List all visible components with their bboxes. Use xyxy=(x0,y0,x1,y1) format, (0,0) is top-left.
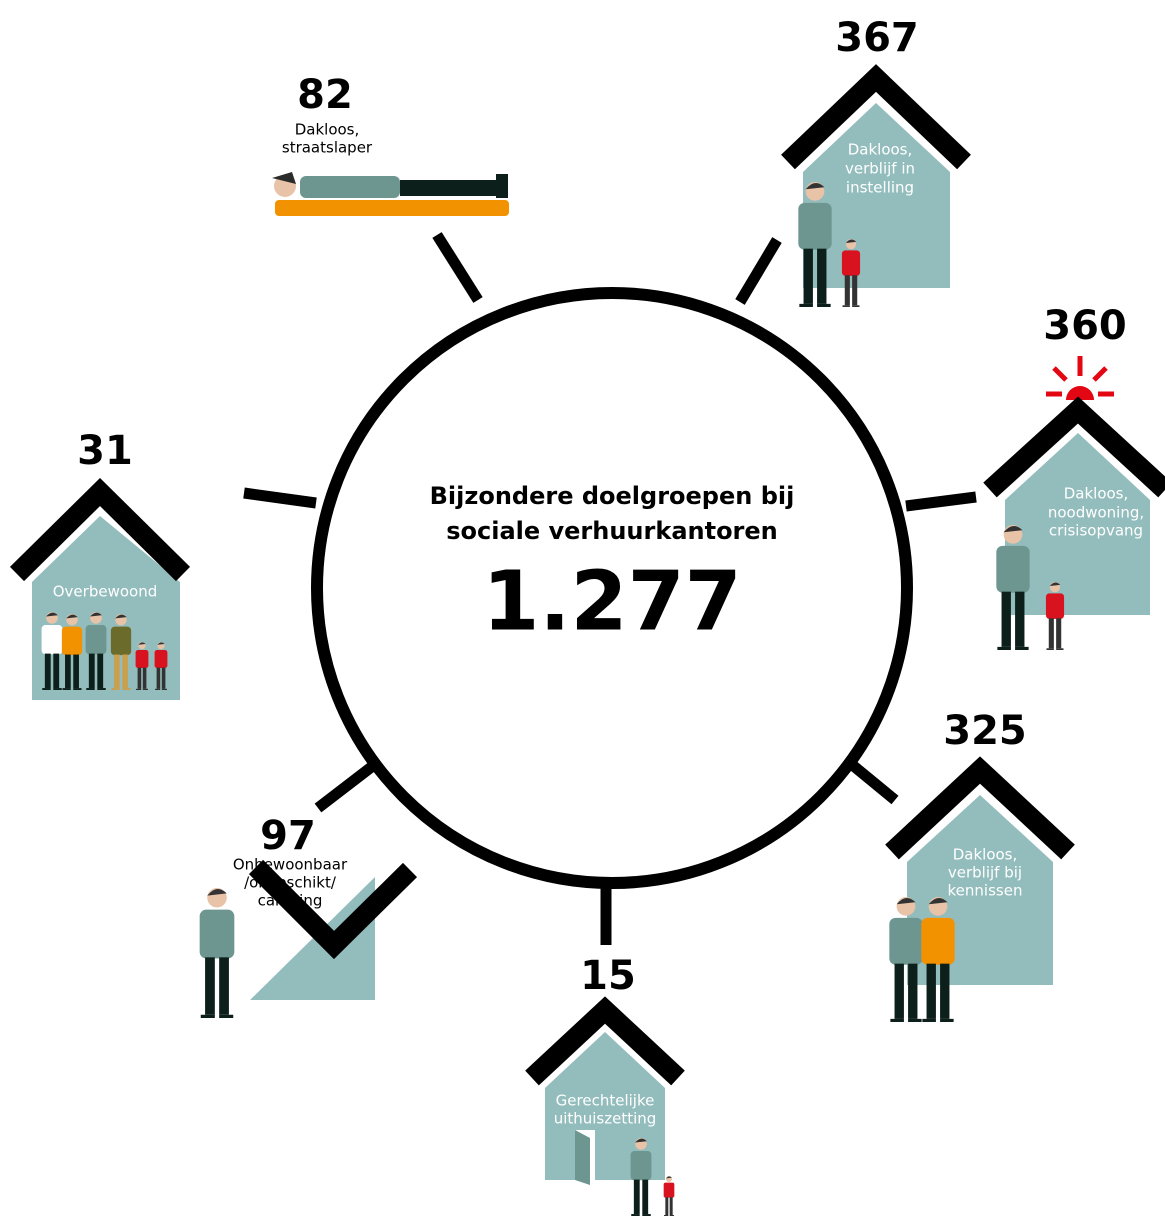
group-value: 325 xyxy=(943,708,1027,754)
group-value: 360 xyxy=(1043,303,1127,349)
title-line: Bijzondere doelgroepen bij xyxy=(430,482,795,510)
group-label: uithuiszetting xyxy=(554,1110,657,1128)
person xyxy=(630,1138,652,1216)
person xyxy=(663,1176,675,1216)
person xyxy=(996,525,1030,650)
group-value: 15 xyxy=(580,953,636,999)
siren xyxy=(1046,356,1114,400)
roof xyxy=(885,756,1075,860)
roof xyxy=(781,64,971,170)
group-value: 31 xyxy=(77,428,133,474)
spoke xyxy=(905,491,977,512)
person xyxy=(110,614,132,690)
lying-person xyxy=(272,172,508,198)
center-circle xyxy=(311,287,913,889)
person xyxy=(41,612,63,690)
group-label: noodwoning, xyxy=(1048,504,1144,522)
door-leaf xyxy=(575,1130,590,1185)
spokes xyxy=(243,232,977,945)
person xyxy=(154,642,168,690)
person xyxy=(61,614,83,690)
person xyxy=(1045,582,1065,650)
group-value: 82 xyxy=(297,72,353,118)
person xyxy=(199,888,235,1018)
person xyxy=(841,239,861,307)
group-label: Dakloos, xyxy=(848,141,913,159)
group-label: camping xyxy=(258,892,323,910)
house xyxy=(803,103,950,288)
person xyxy=(889,897,923,1022)
group-label: kennissen xyxy=(948,882,1023,900)
group-label: /ongeschikt/ xyxy=(244,874,337,892)
group-value: 367 xyxy=(835,15,919,61)
group-label: Onbewoonbaar xyxy=(233,856,348,874)
group-label: Gerechtelijke xyxy=(556,1092,655,1110)
spoke xyxy=(432,232,483,303)
person xyxy=(921,897,955,1022)
roof xyxy=(983,396,1165,498)
group-label: Dakloos, xyxy=(1064,485,1129,503)
roof xyxy=(525,996,685,1086)
group-label: Overbewoond xyxy=(53,583,157,601)
checkmark xyxy=(248,859,418,960)
total: 1.277 xyxy=(482,554,741,649)
spoke xyxy=(314,760,378,813)
mattress xyxy=(275,200,509,216)
spoke xyxy=(243,487,317,509)
group-label: Dakloos, xyxy=(295,121,360,139)
title-line: sociale verhuurkantoren xyxy=(446,517,778,545)
person xyxy=(135,642,149,690)
person xyxy=(798,182,832,307)
spoke xyxy=(846,758,899,805)
group-label: crisisopvang xyxy=(1049,522,1143,540)
people xyxy=(41,182,1065,1216)
group-label: verblijf bij xyxy=(948,864,1022,882)
spoke xyxy=(735,237,782,305)
group-label: verblijf in xyxy=(845,160,915,178)
group-label: straatslaper xyxy=(282,139,373,157)
roof xyxy=(9,477,191,582)
triangle xyxy=(250,877,375,1000)
house xyxy=(1005,433,1150,615)
person xyxy=(85,612,107,690)
group-value: 97 xyxy=(260,813,316,859)
group-label: Dakloos, xyxy=(953,846,1018,864)
group-label: instelling xyxy=(846,179,914,197)
